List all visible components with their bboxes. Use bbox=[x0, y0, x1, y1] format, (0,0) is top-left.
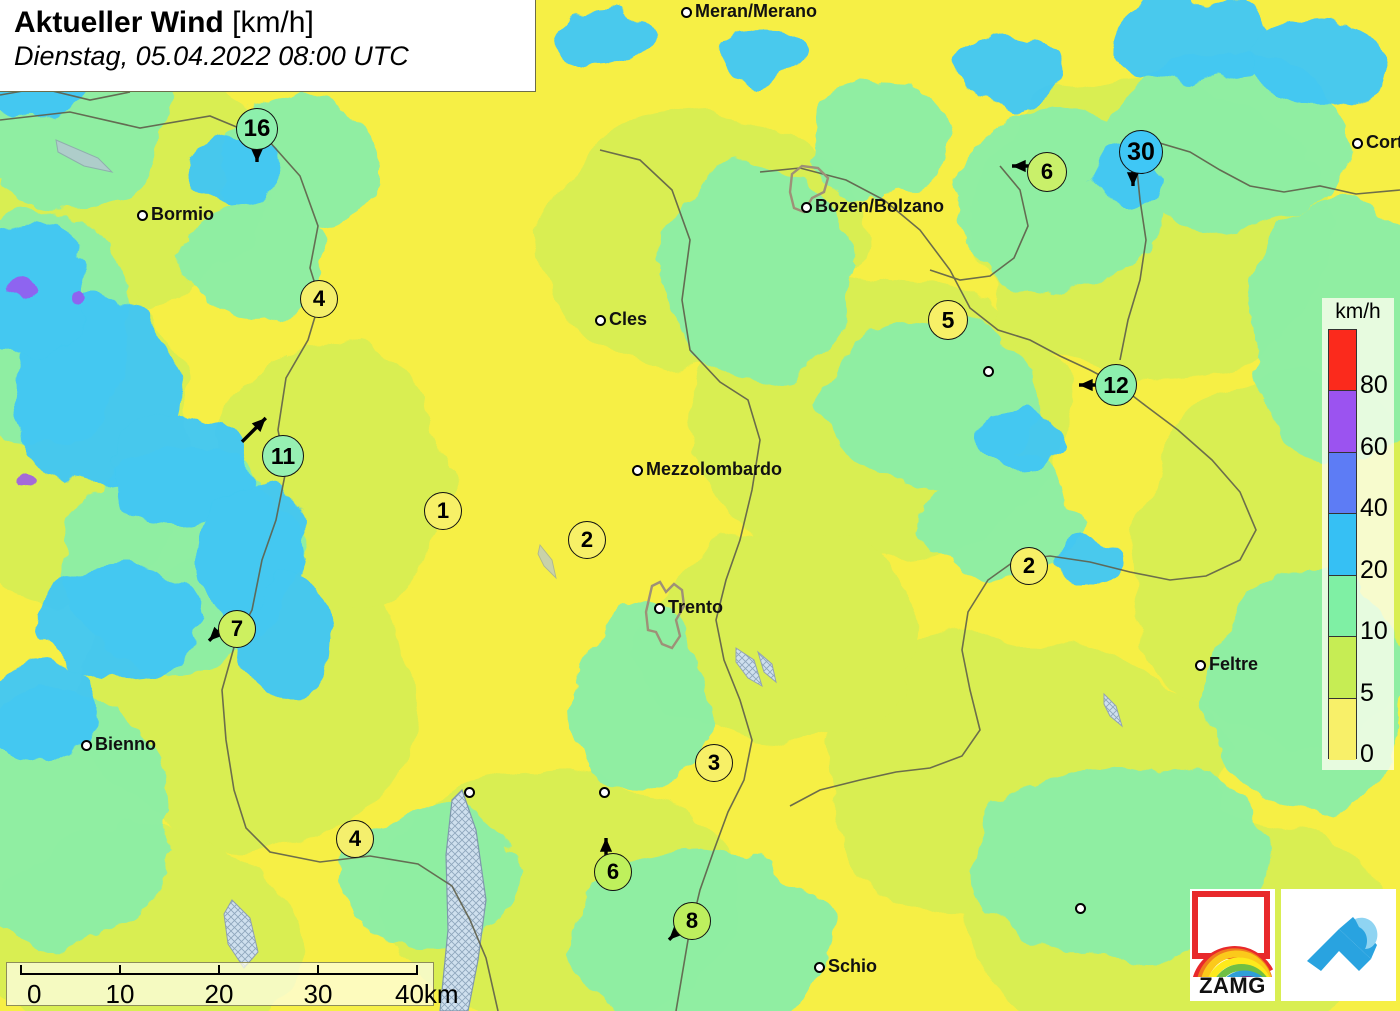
legend-band-10 bbox=[1329, 575, 1356, 638]
city-dot-icon bbox=[632, 465, 643, 476]
city-label: Cortina bbox=[1366, 132, 1400, 152]
title-line-primary: Aktueller Wind [km/h] bbox=[14, 6, 525, 40]
legend-tick-80: 80 bbox=[1360, 371, 1388, 400]
city-dot-icon bbox=[1075, 903, 1086, 914]
wind-speed-badge[interactable]: 6 bbox=[594, 853, 632, 891]
scale-label-0: 0 bbox=[27, 979, 42, 1009]
wind-speed-badge[interactable]: 8 bbox=[673, 902, 711, 940]
wind-speed-badge[interactable]: 1 bbox=[424, 492, 462, 530]
city-dot-icon bbox=[983, 366, 994, 377]
blue-arrow-logo[interactable] bbox=[1281, 889, 1396, 1001]
scale-label-40km: 40km bbox=[395, 979, 459, 1009]
legend-tick-0: 0 bbox=[1360, 740, 1374, 768]
city-dot-icon bbox=[595, 315, 606, 326]
city-dot-icon bbox=[814, 962, 825, 973]
wind-speed-badge[interactable]: 12 bbox=[1095, 364, 1137, 406]
blue-arrow-icon bbox=[1307, 917, 1378, 971]
legend-tick-5: 5 bbox=[1360, 678, 1374, 707]
city-label: Mezzolombardo bbox=[646, 459, 783, 479]
legend-tick-20: 20 bbox=[1360, 555, 1388, 584]
wind-speed-badge[interactable]: 4 bbox=[300, 280, 338, 318]
map-datetime: Dienstag, 05.04.2022 08:00 UTC bbox=[14, 41, 409, 71]
city-label: Trento bbox=[668, 597, 724, 617]
city-label: Bormio bbox=[151, 204, 214, 224]
zamg-logo[interactable]: ZAMG bbox=[1190, 889, 1275, 1002]
city-label: Bienno bbox=[95, 734, 156, 754]
legend-band-80 bbox=[1329, 330, 1356, 392]
wind-direction-arrow-icon bbox=[240, 416, 268, 443]
legend-color-bar bbox=[1328, 329, 1357, 760]
color-legend: km/h 80 60 40 20 10 5 0 bbox=[1322, 298, 1394, 770]
title-box: Aktueller Wind [km/h] Dienstag, 05.04.20… bbox=[0, 0, 536, 92]
city-dot-icon bbox=[1195, 660, 1206, 671]
wind-speed-badge[interactable]: 11 bbox=[262, 435, 304, 477]
city-dot-icon bbox=[801, 202, 812, 213]
legend-unit-label: km/h bbox=[1335, 300, 1381, 323]
legend-band-20 bbox=[1329, 514, 1356, 576]
city-label: Feltre bbox=[1209, 654, 1259, 674]
wind-speed-badge[interactable]: 30 bbox=[1119, 130, 1163, 174]
scale-tick bbox=[218, 965, 220, 975]
legend-band-5 bbox=[1329, 637, 1356, 699]
wind-speed-badge[interactable]: 5 bbox=[928, 300, 968, 340]
scale-tick bbox=[317, 965, 319, 975]
scale-label-20: 20 bbox=[204, 979, 234, 1009]
legend-band-40 bbox=[1329, 452, 1356, 515]
legend-tick-10: 10 bbox=[1360, 617, 1388, 646]
legend-tick-60: 60 bbox=[1360, 432, 1388, 461]
legend-band-60 bbox=[1329, 391, 1356, 453]
city-dot-icon bbox=[1352, 138, 1363, 149]
city-dot-icon bbox=[464, 787, 475, 798]
city-dot-icon bbox=[137, 210, 148, 221]
city-label: Schio bbox=[828, 956, 878, 976]
wind-speed-badge[interactable]: 16 bbox=[236, 108, 278, 150]
map-title: Aktueller Wind bbox=[14, 6, 224, 39]
wind-speed-badge[interactable]: 2 bbox=[568, 521, 606, 559]
scale-tick bbox=[20, 965, 22, 975]
city-label: Meran/Merano bbox=[695, 1, 818, 21]
city-dot-icon bbox=[654, 603, 665, 614]
scale-label-30: 30 bbox=[303, 979, 333, 1009]
legend-band-0 bbox=[1329, 698, 1356, 760]
wind-speed-badge[interactable]: 3 bbox=[695, 744, 733, 782]
scale-tick bbox=[119, 965, 121, 975]
legend-tick-40: 40 bbox=[1360, 494, 1388, 523]
city-label: Cles bbox=[609, 309, 648, 329]
zamg-rainbow-icon bbox=[1190, 891, 1275, 1002]
scale-bar: 0 10 20 30 40km bbox=[6, 962, 459, 1009]
map-title-unit: [km/h] bbox=[232, 6, 314, 39]
scale-tick bbox=[416, 965, 418, 975]
city-dot-icon bbox=[599, 787, 610, 798]
zamg-logo-label: ZAMG bbox=[1199, 973, 1266, 998]
wind-speed-badge[interactable]: 7 bbox=[218, 610, 256, 648]
city-dot-icon bbox=[81, 740, 92, 751]
wind-speed-badge[interactable]: 4 bbox=[336, 820, 374, 858]
scale-label-10: 10 bbox=[105, 979, 135, 1009]
wind-speed-badge[interactable]: 6 bbox=[1027, 152, 1067, 192]
city-dot-icon bbox=[681, 7, 692, 18]
city-label: Bozen/Bolzano bbox=[815, 196, 944, 216]
wind-speed-badge[interactable]: 2 bbox=[1010, 547, 1048, 585]
